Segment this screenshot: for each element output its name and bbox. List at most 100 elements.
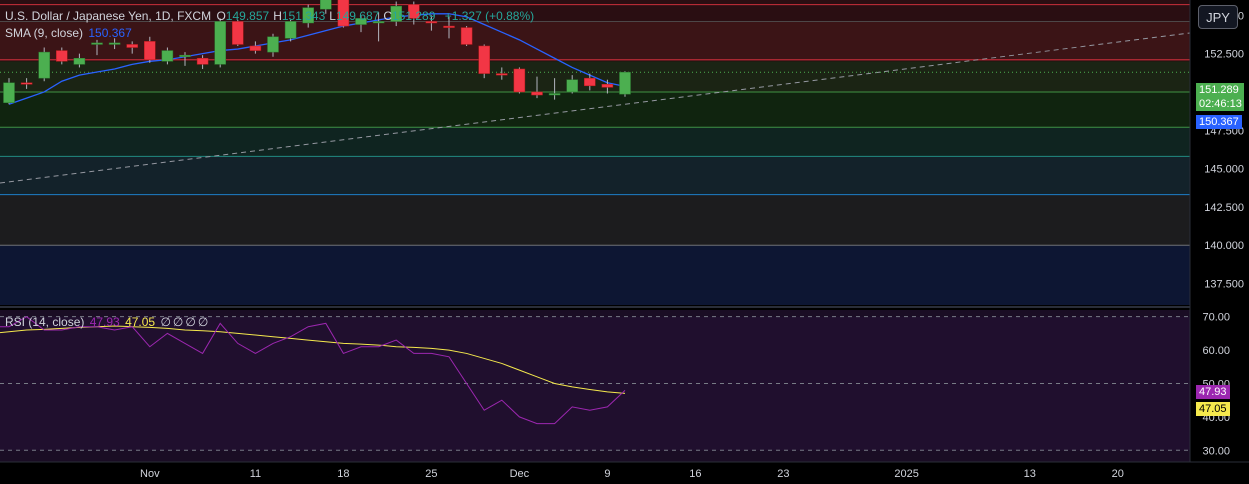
candle-body-18 xyxy=(320,0,332,10)
candles xyxy=(3,0,631,105)
candle-body-3 xyxy=(56,50,68,62)
rsi-tick-1: 60.00 xyxy=(1202,345,1230,357)
sma-label: SMA (9, close) xyxy=(5,26,84,40)
price-change: +1.327 (+0.88%) xyxy=(444,9,535,23)
rsi-extra-3: ∅ xyxy=(197,315,209,329)
candle-body-14 xyxy=(249,45,262,51)
time-tick-5: Dec xyxy=(510,468,530,480)
candle-body-1 xyxy=(20,82,33,85)
time-tick-6: 9 xyxy=(604,468,610,480)
candle-body-26 xyxy=(460,27,473,45)
candle-body-6 xyxy=(108,42,121,45)
rsi-tick-4: 30.00 xyxy=(1202,445,1230,457)
last-price-tag: 151.289 02:46:13 xyxy=(1196,83,1244,111)
candle-body-8 xyxy=(144,41,156,61)
rsi-legend: RSI (14, close) 47.93 47.05 ∅ ∅ ∅ ∅ xyxy=(5,315,212,329)
candle-body-20 xyxy=(355,18,367,25)
fibonacci-bands xyxy=(0,0,1190,305)
sma-polyline xyxy=(8,13,626,105)
rsi-extra-2: ∅ xyxy=(185,315,196,329)
ohlc-h: H151.343 xyxy=(273,9,326,23)
candle-body-24 xyxy=(425,21,438,24)
price-tick-1: 152.500 xyxy=(1204,49,1244,61)
time-tick-9: 2025 xyxy=(894,468,918,480)
ohlc-values: O149.857 H151.343 L149.687 C151.289 xyxy=(216,9,439,23)
trendline[interactable] xyxy=(0,32,1191,184)
time-tick-11: 20 xyxy=(1112,468,1124,480)
candle-body-13 xyxy=(232,21,244,45)
price-tick-4: 145.000 xyxy=(1204,164,1244,176)
rsi-ma-value: 47.05 xyxy=(125,315,156,329)
rsi-polyline xyxy=(0,316,626,425)
candle-body-19 xyxy=(337,0,350,27)
ohlc-c: C151.289 xyxy=(383,9,436,23)
countdown: 02:46:13 xyxy=(1199,98,1242,110)
last-price: 151.289 xyxy=(1199,84,1239,96)
sma-legend: SMA (9, close) 150.367 xyxy=(5,26,134,40)
candle-body-29 xyxy=(513,68,526,93)
candle-body-31 xyxy=(548,93,561,96)
fib-band-5 xyxy=(0,156,1190,195)
candle-body-5 xyxy=(91,42,103,45)
fib-band-3 xyxy=(0,91,1190,128)
price-tick-6: 140.000 xyxy=(1204,240,1244,252)
candle-body-10 xyxy=(179,54,191,57)
currency-button[interactable]: JPY xyxy=(1198,5,1238,29)
time-tick-3: 18 xyxy=(337,468,349,480)
ohlc-l: L149.687 xyxy=(329,9,380,23)
fib-band-6 xyxy=(0,194,1190,246)
rsi-extra-0: ∅ xyxy=(160,315,171,329)
candle-body-22 xyxy=(390,5,402,22)
rsi-tick-0: 70.00 xyxy=(1202,312,1230,324)
symbol-legend: U.S. Dollar / Japanese Yen, 1D, FXCM O14… xyxy=(5,9,536,23)
symbol-title: U.S. Dollar / Japanese Yen, 1D, FXCM xyxy=(5,9,212,23)
candle-body-28 xyxy=(496,73,508,76)
candle-body-17 xyxy=(302,7,314,24)
rsi-extra-values: ∅ ∅ ∅ ∅ xyxy=(160,315,210,329)
sma-price-tag: 150.367 xyxy=(1196,115,1242,129)
rsi-pane-background xyxy=(0,306,1249,462)
rsi-value: 47.93 xyxy=(89,315,120,329)
candle-body-11 xyxy=(196,57,209,65)
time-tick-2: 11 xyxy=(250,468,261,480)
time-axis-bg xyxy=(0,462,1249,484)
time-tick-1: Nov xyxy=(140,468,160,480)
candle-body-35 xyxy=(619,71,631,95)
candle-body-34 xyxy=(601,84,614,88)
sma-line xyxy=(8,13,626,105)
candle-body-33 xyxy=(584,77,596,87)
candle-body-9 xyxy=(161,50,174,62)
ohlc-o: O149.857 xyxy=(216,9,270,23)
candle-body-7 xyxy=(126,44,138,48)
candle-body-27 xyxy=(478,45,490,74)
candle-body-4 xyxy=(73,57,86,65)
rsi-lines xyxy=(0,316,626,425)
sma-value: 150.367 xyxy=(88,26,132,40)
fib-band-7 xyxy=(0,245,1190,305)
rsi-ma-tag: 47.05 xyxy=(1196,402,1230,416)
time-tick-7: 16 xyxy=(689,468,701,480)
candle-body-25 xyxy=(443,25,455,28)
rsi-tag: 47.93 xyxy=(1196,385,1230,399)
candle-body-0 xyxy=(3,82,15,103)
time-tick-10: 13 xyxy=(1024,468,1036,480)
candle-body-2 xyxy=(38,51,50,79)
candle-body-32 xyxy=(566,79,578,93)
candle-body-30 xyxy=(531,91,543,96)
candle-body-23 xyxy=(408,4,420,19)
fib-band-0 xyxy=(0,0,1190,22)
price-tick-5: 142.500 xyxy=(1204,202,1244,214)
grid xyxy=(0,316,1190,451)
candle-body-16 xyxy=(284,21,297,39)
time-tick-8: 23 xyxy=(777,468,789,480)
fib-band-4 xyxy=(0,127,1190,157)
trendline-dashed xyxy=(0,32,1191,184)
rsi-extra-1: ∅ xyxy=(172,315,184,329)
price-tick-7: 137.500 xyxy=(1204,279,1244,291)
fib-band-2 xyxy=(0,61,1190,92)
candle-body-21 xyxy=(372,21,385,24)
candle-body-12 xyxy=(214,21,226,65)
time-tick-4: 25 xyxy=(425,468,437,480)
rsi-label: RSI (14, close) xyxy=(5,315,85,329)
